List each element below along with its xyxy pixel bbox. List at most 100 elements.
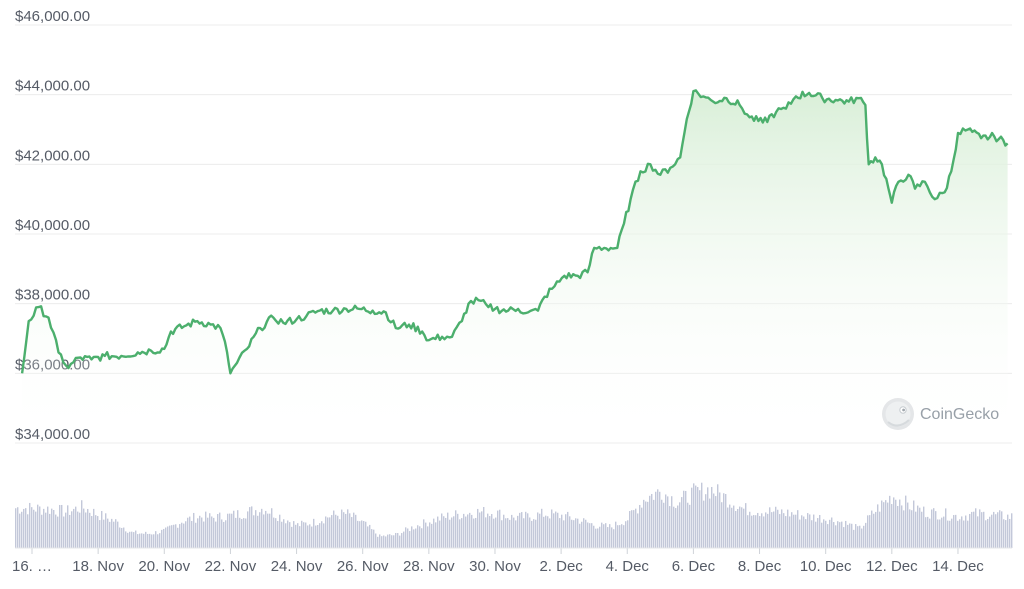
volume-bar — [151, 534, 153, 548]
volume-bar — [681, 497, 683, 548]
volume-bar — [617, 525, 619, 548]
volume-bar — [81, 500, 83, 548]
volume-bar — [341, 509, 343, 548]
volume-bar — [499, 509, 501, 548]
volume-bar — [49, 513, 51, 548]
volume-bar — [937, 519, 939, 548]
volume-bar — [365, 521, 367, 548]
volume-bar — [539, 513, 541, 548]
volume-bar — [809, 514, 811, 548]
volume-bar — [297, 523, 299, 548]
volume-bar — [599, 526, 601, 548]
volume-bar — [275, 518, 277, 548]
volume-bar — [647, 501, 649, 548]
volume-bar — [1003, 519, 1005, 548]
volume-bar — [869, 515, 871, 548]
volume-bar — [973, 511, 975, 548]
volume-bar — [347, 509, 349, 548]
volume-bar — [437, 516, 439, 548]
volume-bar — [109, 521, 111, 548]
volume-bar — [359, 521, 361, 548]
volume-bar — [505, 518, 507, 548]
volume-bar — [693, 483, 695, 548]
volume-bar — [679, 502, 681, 548]
volume-bar — [159, 533, 161, 548]
volume-bar — [133, 532, 135, 548]
volume-bar — [429, 522, 431, 548]
volume-bar — [671, 496, 673, 548]
volume-bar — [277, 520, 279, 548]
volume-bar — [663, 502, 665, 548]
volume-bar — [153, 534, 155, 548]
volume-bar — [427, 526, 429, 548]
volume-bar — [547, 516, 549, 548]
volume-bar — [355, 514, 357, 548]
volume-bar — [699, 490, 701, 548]
volume-bar — [181, 522, 183, 548]
volume-bar — [75, 506, 77, 548]
volume-bar — [385, 536, 387, 548]
volume-bar — [361, 520, 363, 548]
volume-bar — [123, 527, 125, 548]
volume-bar — [661, 499, 663, 548]
volume-bar — [435, 522, 437, 548]
volume-bar — [343, 512, 345, 548]
volume-bar — [255, 510, 257, 548]
volume-bar — [129, 531, 131, 548]
volume-bar — [531, 520, 533, 548]
volume-bar — [871, 510, 873, 548]
volume-bar — [145, 531, 147, 548]
volume-bar — [91, 516, 93, 548]
volume-bar — [197, 518, 199, 548]
volume-bar — [953, 515, 955, 548]
volume-bar — [199, 515, 201, 548]
volume-bar — [821, 522, 823, 548]
volume-bar — [519, 512, 521, 548]
volume-bar — [305, 522, 307, 548]
volume-bar — [541, 508, 543, 548]
volume-bar — [803, 516, 805, 548]
volume-bars — [15, 482, 1013, 548]
volume-bar — [595, 528, 597, 548]
y-tick-label: $42,000.00 — [15, 147, 90, 164]
volume-bar — [589, 523, 591, 548]
volume-bar — [581, 521, 583, 548]
volume-bar — [511, 514, 513, 548]
volume-bar — [981, 512, 983, 548]
volume-bar — [271, 508, 273, 548]
volume-bar — [337, 515, 339, 548]
volume-bar — [743, 508, 745, 548]
volume-bar — [407, 528, 409, 548]
volume-bar — [299, 526, 301, 548]
volume-bar — [913, 500, 915, 548]
volume-bar — [665, 494, 667, 548]
volume-bar — [309, 524, 311, 548]
volume-bar — [597, 528, 599, 548]
volume-bar — [989, 516, 991, 548]
volume-bar — [477, 508, 479, 548]
volume-bar — [687, 502, 689, 548]
volume-bar — [829, 519, 831, 548]
volume-bar — [39, 506, 41, 548]
volume-bar — [779, 514, 781, 548]
volume-bar — [993, 511, 995, 548]
volume-bar — [727, 507, 729, 548]
volume-bar — [339, 519, 341, 548]
volume-bar — [335, 514, 337, 548]
volume-bar — [749, 511, 751, 548]
volume-bar — [89, 512, 91, 548]
volume-bar — [247, 511, 249, 548]
volume-bar — [619, 525, 621, 548]
volume-bar — [795, 514, 797, 548]
volume-bar — [141, 533, 143, 548]
x-tick-label: 22. Nov — [205, 558, 257, 575]
volume-bar — [211, 516, 213, 548]
volume-bar — [741, 507, 743, 548]
x-tick-label: 28. Nov — [403, 558, 455, 575]
volume-bar — [593, 525, 595, 548]
volume-bar — [677, 505, 679, 548]
volume-bar — [827, 524, 829, 548]
volume-bar — [825, 520, 827, 548]
volume-bar — [35, 511, 37, 548]
volume-bar — [497, 510, 499, 548]
